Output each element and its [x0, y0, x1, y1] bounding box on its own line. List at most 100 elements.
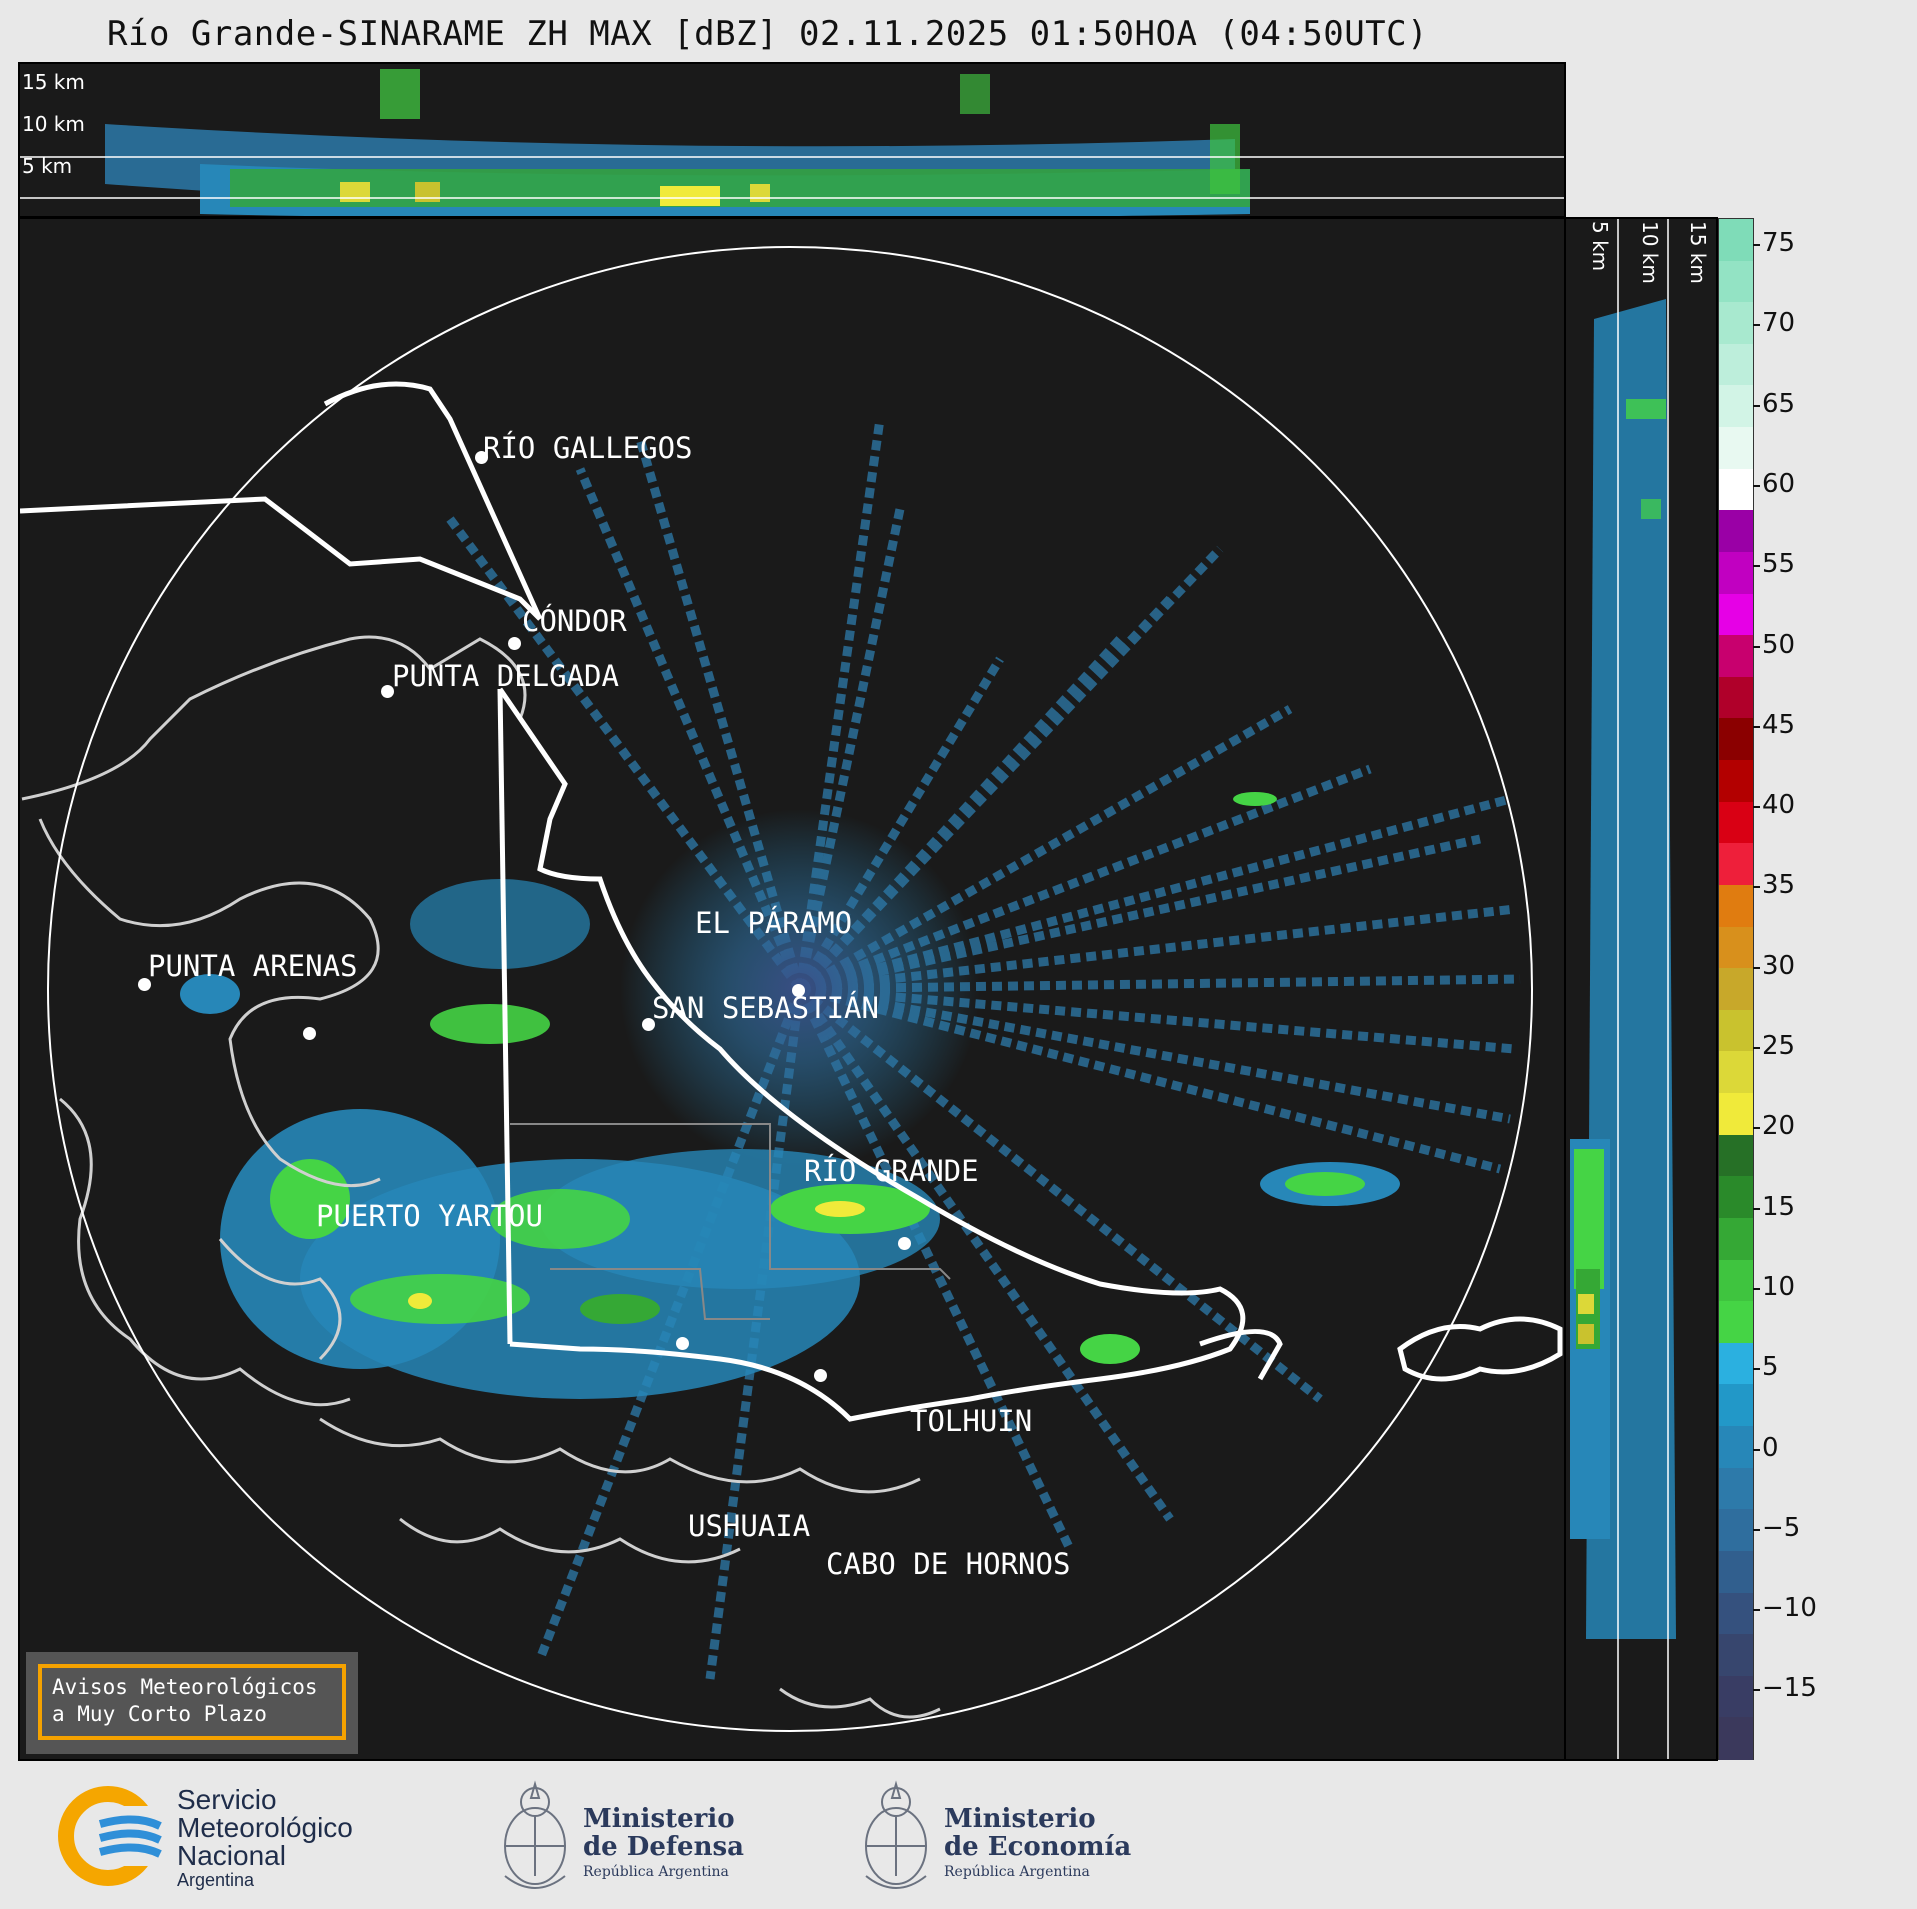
- dbz-colorbar: [1718, 218, 1754, 1760]
- economia-text-3: República Argentina: [944, 1864, 1090, 1880]
- chart-title: Río Grande-SINARAME ZH MAX [dBZ] 02.11.2…: [107, 14, 1429, 54]
- colorbar-segment: [1719, 1550, 1753, 1594]
- smn-logo-text-1: Servicio: [177, 1784, 277, 1815]
- colorbar-segment: [1719, 884, 1753, 928]
- colorbar-tick-label: 60: [1762, 468, 1796, 499]
- colorbar-segment: [1719, 1009, 1753, 1053]
- range-ring: [47, 246, 1533, 1732]
- colorbar-segment: [1719, 760, 1753, 803]
- colorbar-tick-label: 50: [1762, 629, 1796, 660]
- top-cross-section-echoes: [20, 69, 1564, 216]
- notice-line-1: Avisos Meteorológicos: [52, 1675, 318, 1699]
- colorbar-tick-label: 55: [1762, 549, 1796, 580]
- city-dot-cabo-de-hornos: [814, 1369, 827, 1382]
- colorbar-tick-mark: [1753, 725, 1760, 728]
- notice-frame: Avisos Meteorológicos a Muy Corto Plazo: [38, 1664, 346, 1740]
- main-coastline: [20, 381, 1283, 1422]
- colorbar-tick-mark: [1753, 1287, 1760, 1290]
- colorbar-tick-mark: [1753, 966, 1760, 969]
- colorbar-segment: [1719, 1217, 1753, 1261]
- top-km-label-10: 10 km: [22, 112, 85, 136]
- smn-logo-text-2: Meteorológico: [177, 1812, 353, 1843]
- colorbar-tick-label: 20: [1762, 1111, 1796, 1142]
- city-label-el-paramo: EL PÁRAMO: [695, 906, 853, 940]
- city-dot-san-sebastian: [642, 1018, 655, 1031]
- colorbar-tick-label: 65: [1762, 388, 1796, 419]
- colorbar-segment: [1719, 1301, 1753, 1344]
- smn-logo-text-4: Argentina: [177, 1870, 255, 1890]
- colorbar-tick-mark: [1753, 1207, 1760, 1210]
- top-km-label-15: 15 km: [22, 70, 85, 94]
- economia-text-1: Ministerio: [944, 1804, 1096, 1834]
- colorbar-segment: [1719, 1592, 1753, 1635]
- economia-text-2: de Economía: [944, 1832, 1132, 1862]
- colorbar-segment: [1719, 801, 1753, 844]
- defensa-seal-icon: [495, 1776, 575, 1900]
- colorbar-segment: [1719, 843, 1753, 886]
- colorbar-tick-mark: [1753, 565, 1760, 568]
- colorbar-tick-label: 45: [1762, 709, 1796, 740]
- colorbar-tick-label: 40: [1762, 790, 1796, 821]
- colorbar-segment: [1719, 1342, 1753, 1385]
- colorbar-segment: [1719, 926, 1753, 969]
- colorbar-tick-mark: [1753, 484, 1760, 487]
- defensa-text-1: Ministerio: [583, 1804, 735, 1834]
- colorbar-segment: [1719, 302, 1753, 345]
- colorbar-segment: [1719, 1051, 1753, 1094]
- colorbar-tick-mark: [1753, 1689, 1760, 1692]
- colorbar-segment: [1719, 1509, 1753, 1552]
- colorbar-segment: [1719, 260, 1753, 303]
- colorbar-segment: [1719, 593, 1753, 636]
- city-label-cabo-de-hornos: CABO DE HORNOS: [826, 1547, 1071, 1581]
- city-dot-puerto-yartou: [303, 1027, 316, 1040]
- colorbar-segment: [1719, 635, 1753, 678]
- city-dot-tolhuin: [898, 1237, 911, 1250]
- smn-logo-text-3: Nacional: [177, 1840, 286, 1871]
- colorbar-tick-label: 25: [1762, 1031, 1796, 1061]
- colorbar-segment: [1719, 1426, 1753, 1469]
- economia-seal-icon: [856, 1776, 936, 1900]
- coastlines: [21, 635, 941, 1719]
- colorbar-segment: [1719, 385, 1753, 428]
- colorbar-tick-mark: [1753, 1047, 1760, 1049]
- city-dot-ushuaia: [676, 1337, 689, 1350]
- city-label-condor: CÓNDOR: [522, 604, 627, 638]
- colorbar-tick-label: 5: [1762, 1352, 1779, 1383]
- city-label-tolhuin: TOLHUIN: [910, 1404, 1033, 1438]
- colorbar-segment: [1719, 1259, 1753, 1302]
- isla-de-los-estados: [1397, 1316, 1563, 1382]
- colorbar-tick-label: −5: [1762, 1512, 1801, 1543]
- city-label-rio-grande: RÍO GRANDE: [804, 1154, 979, 1188]
- colorbar-segment: [1719, 1384, 1753, 1427]
- colorbar-segment: [1719, 1717, 1753, 1760]
- colorbar-tick-mark: [1753, 1127, 1760, 1130]
- division-lines: [510, 1123, 951, 1320]
- colorbar-tick-mark: [1753, 244, 1760, 246]
- colorbar-segment: [1719, 219, 1753, 262]
- colorbar-segment: [1719, 551, 1753, 595]
- colorbar-tick-label: 70: [1762, 308, 1796, 339]
- colorbar-tick-mark: [1753, 1528, 1760, 1531]
- smn-logo-icon: [56, 1786, 176, 1886]
- colorbar-tick-label: 15: [1762, 1191, 1796, 1222]
- city-dot-rio-gallegos: [475, 451, 488, 464]
- colorbar-tick-mark: [1753, 645, 1760, 648]
- city-label-puerto-yartou: PUERTO YARTOU: [316, 1199, 543, 1233]
- top-km-label-5: 5 km: [22, 154, 73, 178]
- colorbar-tick-label: 35: [1762, 870, 1796, 901]
- city-label-punta-arenas: PUNTA ARENAS: [148, 949, 358, 983]
- colorbar-segment: [1719, 1675, 1753, 1718]
- colorbar-segment: [1719, 676, 1753, 720]
- side-km-label-5: 5 km: [1588, 221, 1612, 272]
- side-km-label-15: 15 km: [1686, 221, 1710, 284]
- colorbar-segment: [1719, 510, 1753, 553]
- colorbar-segment: [1719, 718, 1753, 761]
- colorbar-tick-mark: [1753, 1368, 1760, 1371]
- colorbar-segment: [1719, 343, 1753, 387]
- colorbar-tick-mark: [1753, 886, 1760, 889]
- colorbar-segment: [1719, 427, 1753, 470]
- precipitation-areas: [180, 792, 1400, 1399]
- city-label-rio-gallegos: RÍO GALLEGOS: [483, 431, 693, 465]
- city-label-san-sebastian: SAN SEBASTIÁN: [652, 991, 879, 1025]
- notice-line-2: a Muy Corto Plazo: [52, 1702, 267, 1726]
